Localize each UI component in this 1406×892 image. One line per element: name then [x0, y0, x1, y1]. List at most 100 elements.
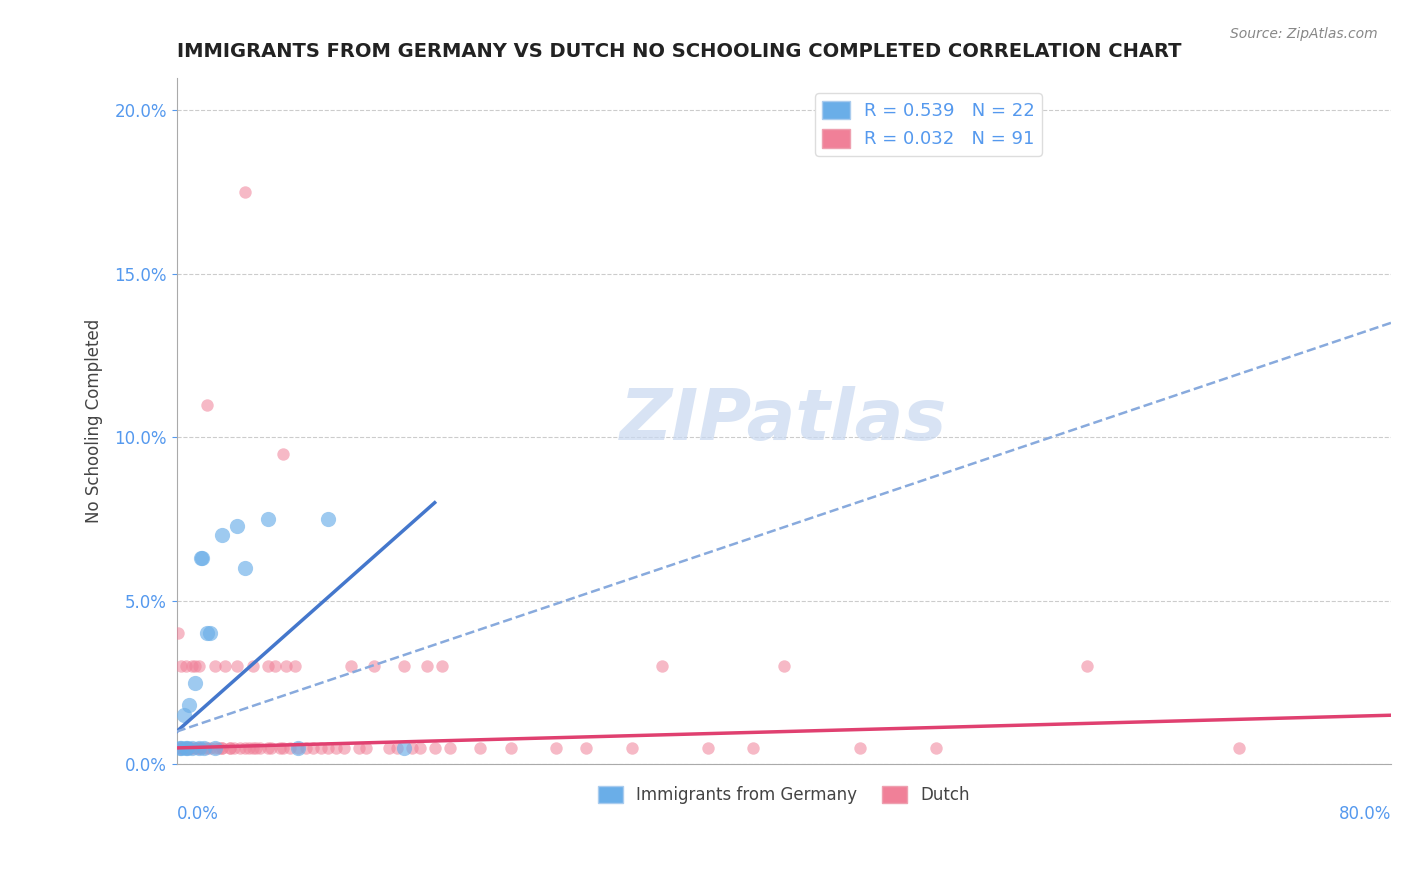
Point [184, 659, 207, 673]
Point [408, 740, 430, 755]
Point [169, 740, 191, 755]
Point [173, 708, 195, 723]
Point [167, 626, 190, 640]
Point [195, 398, 218, 412]
Point [174, 740, 197, 755]
Point [170, 740, 193, 755]
Point [211, 740, 233, 755]
Point [226, 659, 249, 673]
Point [233, 740, 256, 755]
Point [180, 659, 202, 673]
Point [173, 740, 195, 755]
Point [256, 740, 278, 755]
Point [177, 698, 200, 713]
Point [416, 659, 439, 673]
Point [233, 561, 256, 575]
Point [271, 447, 294, 461]
Point [229, 740, 252, 755]
Point [1076, 659, 1098, 673]
Point [174, 740, 197, 755]
Point [378, 740, 401, 755]
Point [211, 528, 233, 542]
Point [184, 740, 207, 755]
Point [340, 659, 363, 673]
Point [546, 740, 568, 755]
Point [173, 740, 195, 755]
Text: IMMIGRANTS FROM GERMANY VS DUTCH NO SCHOOLING COMPLETED CORRELATION CHART: IMMIGRANTS FROM GERMANY VS DUTCH NO SCHO… [177, 42, 1181, 61]
Point [256, 659, 278, 673]
Point [187, 740, 209, 755]
Point [184, 675, 207, 690]
Point [224, 740, 246, 755]
Point [176, 740, 198, 755]
Point [772, 659, 794, 673]
Point [284, 659, 307, 673]
Point [256, 512, 278, 526]
Point [347, 740, 370, 755]
Point [195, 626, 218, 640]
Point [193, 740, 215, 755]
Point [179, 740, 201, 755]
Point [271, 740, 294, 755]
Point [238, 740, 260, 755]
Point [188, 740, 211, 755]
Point [318, 512, 340, 526]
Point [188, 740, 211, 755]
Point [204, 740, 226, 755]
Point [470, 740, 492, 755]
Point [198, 740, 221, 755]
Point [204, 740, 226, 755]
Point [280, 740, 302, 755]
Legend: Immigrants from Germany, Dutch: Immigrants from Germany, Dutch [591, 780, 977, 811]
Point [170, 740, 193, 755]
Point [651, 659, 673, 673]
Point [274, 659, 297, 673]
Point [188, 659, 211, 673]
Point [423, 740, 446, 755]
Point [269, 740, 291, 755]
Point [177, 740, 200, 755]
Point [176, 740, 198, 755]
Point [177, 740, 200, 755]
Point [621, 740, 644, 755]
Point [356, 740, 378, 755]
Point [180, 740, 202, 755]
Point [169, 740, 191, 755]
Point [170, 659, 193, 673]
Point [174, 659, 197, 673]
Point [249, 740, 271, 755]
Point [172, 740, 194, 755]
Point [198, 626, 221, 640]
Point [332, 740, 354, 755]
Point [742, 740, 765, 755]
Point [302, 740, 325, 755]
Point [432, 659, 454, 673]
Point [325, 740, 347, 755]
Point [169, 740, 191, 755]
Point [188, 740, 211, 755]
Point [180, 740, 202, 755]
Text: 0.0%: 0.0% [177, 805, 218, 823]
Point [575, 740, 598, 755]
Point [264, 659, 287, 673]
Point [439, 740, 461, 755]
Text: 80.0%: 80.0% [1339, 805, 1391, 823]
Text: ZIPatlas: ZIPatlas [620, 386, 948, 456]
Point [924, 740, 946, 755]
Point [193, 740, 215, 755]
Y-axis label: No Schooling Completed: No Schooling Completed [86, 318, 103, 523]
Point [394, 659, 416, 673]
Text: Source: ZipAtlas.com: Source: ZipAtlas.com [1230, 27, 1378, 41]
Point [401, 740, 423, 755]
Point [190, 551, 212, 566]
Point [191, 551, 214, 566]
Point [204, 659, 226, 673]
Point [499, 740, 522, 755]
Point [242, 740, 264, 755]
Point [233, 185, 256, 199]
Point [1227, 740, 1250, 755]
Point [208, 740, 231, 755]
Point [696, 740, 718, 755]
Point [385, 740, 408, 755]
Point [287, 740, 309, 755]
